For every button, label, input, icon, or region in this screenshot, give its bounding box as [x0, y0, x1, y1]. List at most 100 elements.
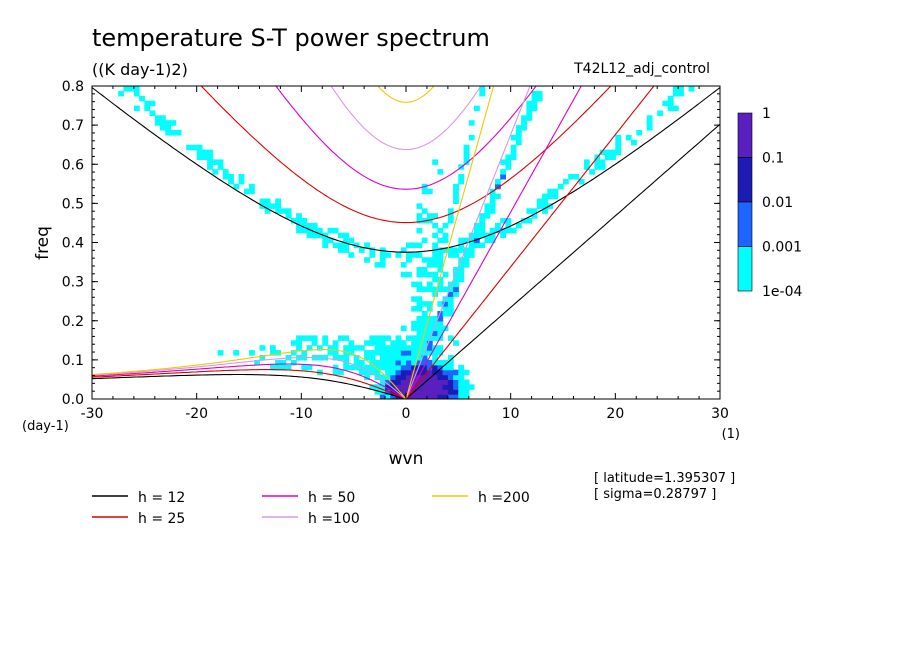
- spectrum-cell: [437, 364, 444, 371]
- spectrum-cell: [442, 237, 449, 244]
- spectrum-cell: [327, 237, 334, 244]
- spectrum-cell: [196, 149, 203, 156]
- spectrum-cell: [238, 174, 245, 180]
- spectrum-cell: [369, 247, 376, 253]
- spectrum-cell: [615, 149, 622, 156]
- spectrum-cell: [348, 350, 355, 356]
- spectrum-cell: [259, 355, 266, 361]
- spectrum-cell: [495, 193, 501, 200]
- spectrum-cell: [379, 252, 386, 258]
- spectrum-cell: [432, 286, 438, 292]
- spectrum-cell: [385, 252, 391, 258]
- spectrum-cell: [426, 330, 433, 336]
- spectrum-cell: [447, 364, 454, 371]
- dispersion-curve: [200, 86, 612, 224]
- spectrum-cell: [437, 252, 444, 258]
- spectrum-cell: [437, 227, 444, 234]
- spectrum-cell: [646, 125, 653, 131]
- x-tick-label: -30: [81, 406, 104, 422]
- spectrum-cell: [458, 242, 465, 248]
- spectrum-cell: [343, 350, 349, 356]
- spectrum-cell: [296, 213, 302, 219]
- spectrum-cell: [447, 379, 454, 385]
- dispersion-curve: [275, 86, 537, 190]
- spectrum-cell: [631, 139, 637, 146]
- spectrum-cell: [531, 213, 538, 219]
- spectrum-cell: [463, 144, 470, 151]
- spectrum-cell: [421, 315, 428, 322]
- spectrum-cell: [416, 306, 423, 312]
- spectrum-cell: [468, 237, 475, 244]
- spectrum-cell: [489, 227, 496, 234]
- spectrum-cell: [458, 178, 465, 185]
- spectrum-cell: [636, 130, 643, 136]
- spectrum-cell: [432, 213, 438, 219]
- spectrum-cell: [416, 355, 423, 361]
- spectrum-cell: [453, 291, 459, 297]
- spectrum-cell: [395, 359, 402, 366]
- spectrum-cell: [416, 286, 423, 292]
- spectrum-cell: [406, 355, 412, 361]
- spectrum-cell: [426, 359, 433, 366]
- spectrum-cell: [447, 252, 454, 258]
- spectrum-cell: [385, 379, 391, 385]
- spectrum-cell: [437, 379, 444, 385]
- spectrum-cell: [458, 276, 465, 283]
- spectrum-cell: [667, 100, 674, 107]
- dispersion-curve: [405, 86, 531, 399]
- spectrum-cell: [479, 218, 486, 224]
- spectrum-cell: [332, 364, 339, 371]
- spectrum-cell: [426, 389, 433, 395]
- colorbar-label: 0.001: [762, 240, 802, 256]
- spectrum-cell: [458, 267, 465, 273]
- spectrum-cell: [463, 252, 470, 258]
- spectrum-cell: [531, 90, 538, 97]
- spectrum-cell: [426, 320, 433, 327]
- spectrum-cell: [447, 218, 454, 224]
- spectrum-cell: [521, 115, 527, 121]
- spectrum-cell: [416, 252, 423, 258]
- spectrum-cell: [400, 271, 407, 278]
- spectrum-cell: [526, 218, 533, 224]
- spectrum-cell: [474, 232, 480, 239]
- spectrum-cell: [296, 222, 302, 229]
- spectrum-cell: [269, 364, 276, 371]
- spectrum-cell: [442, 379, 449, 385]
- spectrum-cell: [531, 95, 538, 102]
- spectrum-cell: [416, 364, 423, 371]
- spectrum-cell: [426, 369, 433, 376]
- spectrum-cell: [463, 149, 470, 156]
- spectrum-cell: [332, 227, 339, 234]
- spectrum-cell: [421, 335, 428, 341]
- spectrum-cell: [531, 105, 538, 112]
- spectrum-cell: [416, 227, 423, 234]
- spectrum-cell: [317, 345, 323, 351]
- spectrum-cell: [264, 203, 271, 209]
- legend-label: h =100: [308, 511, 360, 527]
- spectrum-cell: [463, 379, 470, 385]
- spectrum-cell: [437, 325, 444, 332]
- spectrum-cell: [421, 188, 428, 195]
- spectrum-cell: [296, 335, 302, 341]
- spectrum-cell: [379, 345, 386, 351]
- spectrum-cell: [468, 384, 475, 390]
- spectrum-cell: [364, 350, 370, 356]
- spectrum-cell: [489, 198, 496, 204]
- spectrum-cell: [217, 350, 224, 356]
- spectrum-cell: [432, 374, 438, 380]
- spectrum-cell: [615, 144, 622, 151]
- spectrum-cell: [432, 350, 438, 356]
- spectrum-cell: [437, 247, 444, 253]
- spectrum-cell: [442, 369, 449, 376]
- spectrum-cell: [395, 355, 402, 361]
- spectrum-cell: [400, 374, 407, 380]
- spectrum-cell: [400, 262, 407, 268]
- spectrum-cell: [474, 105, 480, 112]
- spectrum-cell: [426, 262, 433, 268]
- spectrum-cell: [306, 335, 313, 341]
- spectrum-cell: [154, 115, 161, 121]
- spectrum-cell: [416, 301, 423, 307]
- spectrum-cell: [385, 384, 391, 390]
- spectrum-cell: [364, 257, 370, 263]
- spectrum-cell: [374, 369, 381, 376]
